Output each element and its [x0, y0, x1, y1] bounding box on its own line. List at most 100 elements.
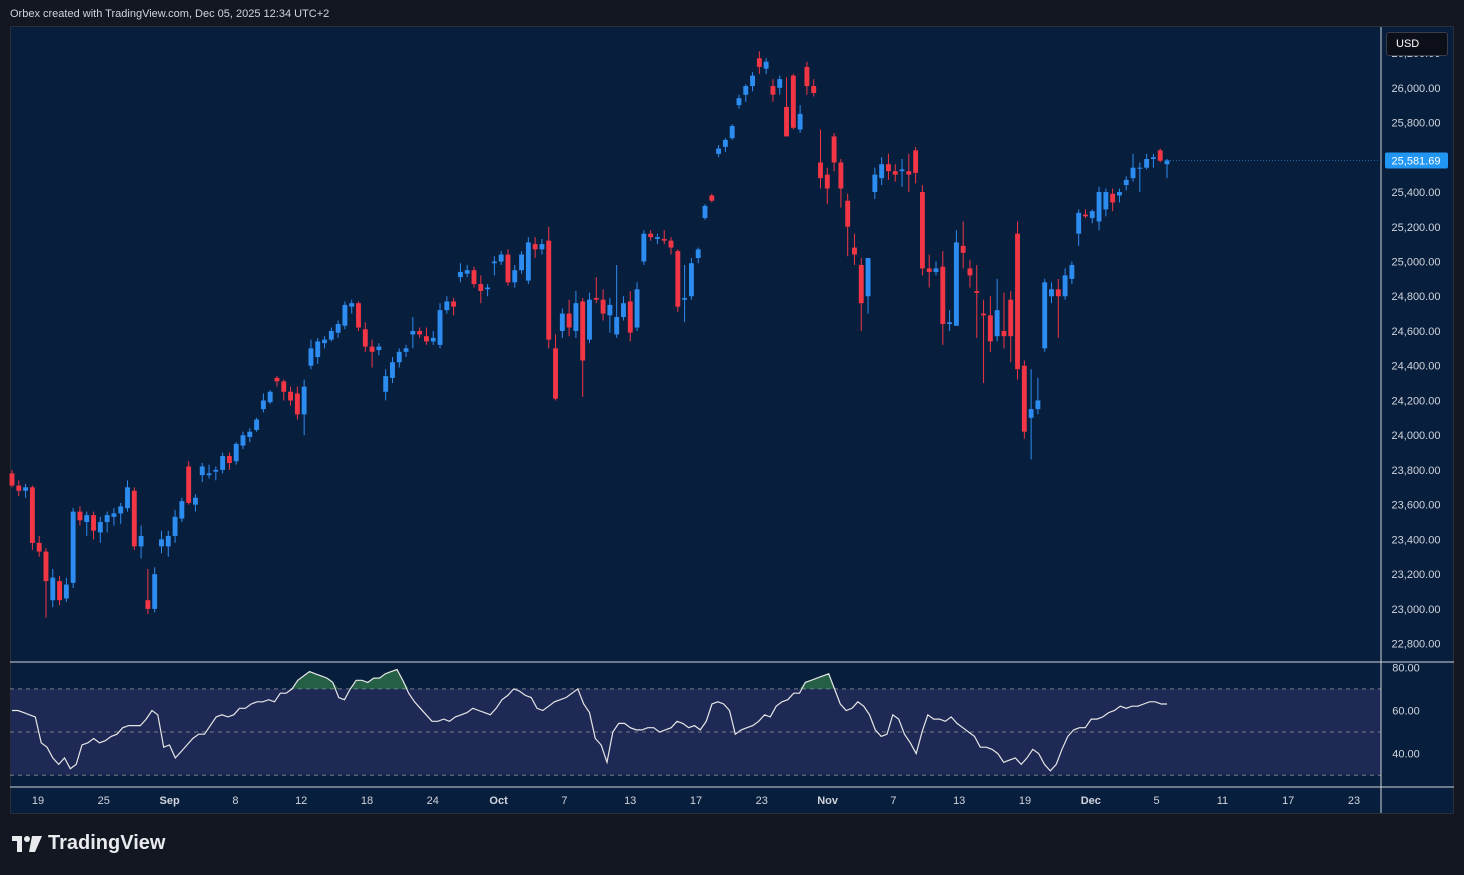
time-tick-label: 17 [690, 795, 702, 807]
candle-body [342, 304, 348, 326]
tradingview-logo[interactable]: TradingView [12, 832, 165, 855]
candle [104, 511, 110, 533]
candle [593, 277, 599, 304]
time-tick-label: 17 [1282, 795, 1294, 807]
candle-body [682, 297, 688, 300]
candle-body [1150, 157, 1156, 160]
candle-body [423, 336, 429, 342]
candle [872, 167, 878, 199]
candle [519, 251, 525, 274]
candle [240, 431, 246, 450]
time-tick-label: 13 [953, 795, 965, 807]
candle [1144, 153, 1150, 170]
rsi-pane: 80.00 60.00 40.00 [10, 662, 1420, 776]
candle [634, 282, 640, 331]
candle [1076, 209, 1082, 246]
candle [111, 508, 117, 526]
candle-body [546, 240, 552, 340]
candle-body [627, 301, 633, 333]
candle [213, 466, 219, 481]
candle-body [301, 386, 307, 415]
candle [267, 390, 273, 404]
candle [145, 568, 151, 615]
candle-body [328, 330, 334, 340]
candle-body [226, 456, 232, 463]
chart-frame[interactable] [10, 26, 1454, 814]
candle [580, 297, 586, 397]
candle-body [512, 270, 518, 283]
candle [36, 535, 42, 557]
candle-body [145, 600, 151, 609]
candle [9, 469, 15, 488]
candle-body [654, 237, 660, 239]
candle [770, 79, 776, 102]
candle [892, 164, 898, 182]
candle [648, 230, 654, 241]
candle [1164, 159, 1170, 179]
candle-body [23, 487, 29, 491]
candle [940, 251, 946, 345]
candle-body [940, 266, 946, 325]
candle [967, 259, 973, 288]
candle-body [688, 263, 694, 297]
candle [1089, 209, 1095, 224]
price-tick-label: 23,800.00 [1392, 465, 1441, 477]
candle-body [247, 431, 253, 437]
candle-body [199, 466, 205, 476]
candle [498, 251, 504, 265]
candle [661, 230, 667, 245]
candle [994, 278, 1000, 342]
candle-body [525, 242, 531, 281]
candle-body [444, 301, 450, 311]
candle-body [872, 174, 878, 193]
candle-body [1062, 275, 1068, 297]
rsi-tick-label: 40.00 [1392, 749, 1420, 761]
candle [43, 548, 49, 618]
candle [736, 94, 742, 109]
candle-body [451, 301, 457, 307]
candle-body [1103, 192, 1109, 210]
candle-body [987, 315, 993, 342]
candle-body [1157, 150, 1163, 161]
currency-selector[interactable]: USD [1386, 32, 1448, 56]
candle [688, 258, 694, 300]
candle [784, 77, 789, 137]
candle [1103, 188, 1109, 217]
candle [451, 297, 457, 316]
candle-body [532, 244, 538, 250]
attribution-text: Orbex created with TradingView.com, Dec … [10, 8, 330, 20]
time-tick-label: 19 [32, 795, 44, 807]
candle [281, 379, 287, 401]
candle-body [913, 150, 919, 173]
candle-body [240, 435, 246, 446]
candle [682, 264, 688, 323]
candle [220, 452, 226, 474]
candle [614, 264, 620, 338]
candle [654, 233, 660, 245]
candle-body [729, 126, 735, 139]
candle-body [430, 337, 436, 342]
candle [1015, 221, 1020, 380]
candle-body [1055, 289, 1061, 297]
candle [396, 348, 402, 368]
candle [702, 204, 708, 220]
candle [919, 185, 925, 276]
price-tick-label: 24,800.00 [1392, 291, 1441, 303]
candle [376, 343, 382, 356]
candle [77, 506, 83, 526]
candle-body [926, 268, 932, 272]
candle-body [43, 551, 49, 582]
candle-body [383, 376, 389, 392]
candle-body [553, 348, 558, 399]
candle [50, 568, 56, 608]
candle-body [831, 136, 837, 163]
candle [356, 301, 361, 331]
candle-body [906, 171, 912, 175]
candle-body [1116, 192, 1122, 196]
candle-body [9, 473, 15, 486]
candle-body [1089, 211, 1095, 219]
candle [362, 322, 368, 352]
candle-body [675, 251, 681, 307]
candle [831, 132, 837, 172]
